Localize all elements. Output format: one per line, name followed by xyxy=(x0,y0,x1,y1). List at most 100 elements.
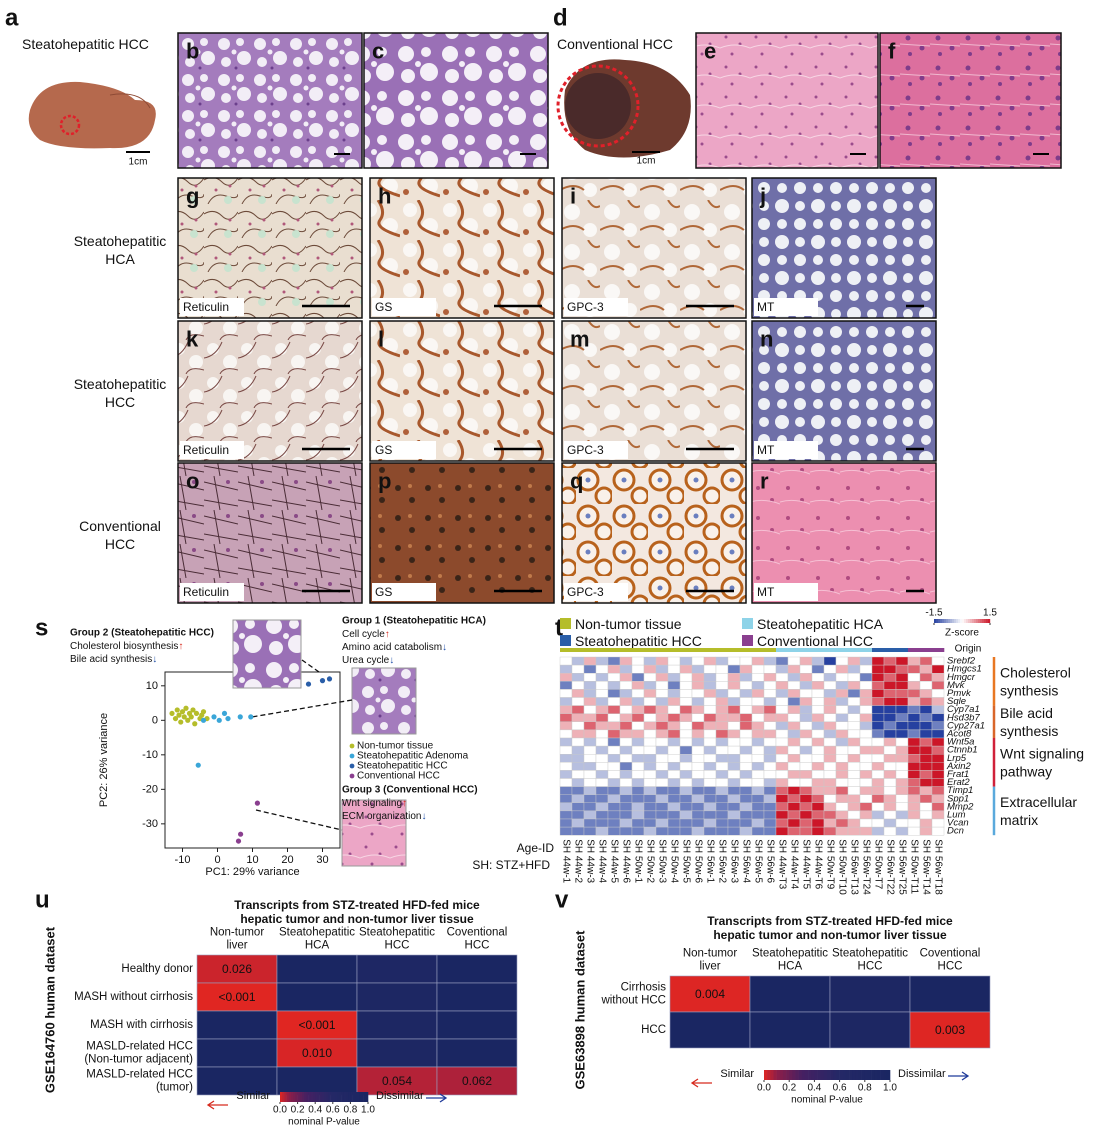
heatmap-cell xyxy=(619,754,633,763)
gene-label: Wnt5a xyxy=(947,737,974,748)
scatter-point xyxy=(254,800,260,806)
heatmap-cell xyxy=(823,689,837,698)
colorbar-segment xyxy=(321,1092,325,1102)
heatmap-cell xyxy=(559,737,573,747)
heatmap-cell xyxy=(931,664,945,674)
heatmap-cell xyxy=(895,818,909,828)
row-label: HCC xyxy=(105,536,135,552)
heatmap-cell xyxy=(751,697,765,706)
colorbar-segment xyxy=(348,1092,351,1102)
stain-label-bg xyxy=(180,583,244,601)
stain-label-bg xyxy=(564,298,628,316)
heatmap-cell xyxy=(751,810,765,820)
heatmap-cell xyxy=(787,754,801,763)
colorbar-segment xyxy=(814,1070,818,1080)
heatmap-cell xyxy=(739,681,753,690)
origin-bar xyxy=(608,648,621,652)
heatmap-cell xyxy=(607,664,621,674)
heatmap-cell xyxy=(835,656,849,666)
panel-letter: t xyxy=(555,615,563,642)
heatmap-cell xyxy=(715,689,729,698)
heatmap-cell xyxy=(715,721,729,731)
panel-letter: d xyxy=(553,5,568,32)
stain-label: GS xyxy=(375,443,392,457)
heatmap-cell xyxy=(763,762,777,771)
pathway-label: synthesis xyxy=(1000,723,1058,739)
heatmap-cell xyxy=(276,1038,358,1068)
sample-label: SH 56w-T25 xyxy=(897,839,908,895)
heatmap-cell xyxy=(727,681,741,690)
origin-bar xyxy=(908,648,921,652)
heatmap-cell xyxy=(895,681,909,690)
heatmap-cell xyxy=(196,1038,278,1068)
heatmap-cell xyxy=(595,729,609,739)
heatmap-cell xyxy=(919,721,933,731)
heatmap-cell xyxy=(595,794,609,804)
colorbar-segment xyxy=(319,1092,323,1102)
heatmap-cell xyxy=(919,826,933,836)
heatmap-cell xyxy=(715,705,729,714)
heatmap-cell xyxy=(643,729,657,739)
heatmap-cell xyxy=(703,778,717,787)
origin-bar xyxy=(764,648,777,652)
heatmap-cell xyxy=(871,713,885,723)
heatmap-cell xyxy=(559,802,573,812)
row-label: HCC xyxy=(105,394,135,410)
colorbar-segment xyxy=(858,1070,862,1080)
column-header: HCC xyxy=(465,940,490,952)
panel-letter: m xyxy=(570,327,590,352)
heatmap-cell xyxy=(727,770,741,779)
heatmap-cell xyxy=(583,794,597,804)
heatmap-cell xyxy=(751,786,765,795)
colorbar-segment xyxy=(988,619,991,623)
column-header: Non-tumor xyxy=(683,948,737,960)
legend-label: Steatohepatitic HCC xyxy=(575,633,702,649)
thumbnail-image xyxy=(341,799,407,867)
heatmap-cell xyxy=(739,737,753,747)
heatmap-cell xyxy=(619,770,633,779)
histology-image xyxy=(695,32,879,169)
heatmap-cell xyxy=(595,721,609,731)
colorbar-segment xyxy=(315,1092,318,1102)
histology-image xyxy=(561,320,747,462)
heatmap-cell xyxy=(691,770,705,779)
heatmap-cell xyxy=(667,818,681,828)
pathway-label: pathway xyxy=(1000,763,1052,779)
colorbar-segment xyxy=(767,1070,771,1080)
origin-bar xyxy=(812,648,825,652)
heatmap-cell xyxy=(847,754,861,763)
heatmap-cell xyxy=(619,713,633,723)
heatmap-cell xyxy=(667,778,681,787)
panel-letter: r xyxy=(760,469,769,494)
column-header: Steatohepatitic xyxy=(279,927,355,939)
heatmap-cell xyxy=(847,673,861,682)
heatmap-cell xyxy=(607,778,621,787)
heatmap-cell xyxy=(847,786,861,795)
heatmap-cell xyxy=(643,737,657,747)
heatmap-cell xyxy=(895,689,909,698)
heatmap-cell xyxy=(919,818,933,828)
heatmap-cell xyxy=(763,729,777,739)
heatmap-cell xyxy=(871,729,885,739)
x-tick-label: 30 xyxy=(316,854,328,866)
heatmap-cell xyxy=(691,754,705,763)
colorbar-segment xyxy=(317,1092,320,1102)
colorbar-tick-label: 0.2 xyxy=(782,1083,796,1094)
row-label: without HCC xyxy=(600,995,666,1007)
origin-bar xyxy=(836,648,849,652)
heatmap-cell xyxy=(715,664,729,674)
pathway-label: Cholesterol xyxy=(1000,664,1071,680)
heatmap-cell xyxy=(595,786,609,795)
histology-image xyxy=(369,462,555,604)
heatmap-cell xyxy=(667,810,681,820)
heatmap-cell xyxy=(907,826,921,836)
heatmap-cell xyxy=(655,689,669,698)
heatmap-cell xyxy=(595,778,609,787)
heatmap-cell xyxy=(823,681,837,690)
heatmap-cell xyxy=(775,826,789,836)
colorbar-segment xyxy=(343,1092,347,1102)
heatmap-cell xyxy=(571,721,585,731)
heatmap-cell xyxy=(931,721,945,731)
item-text: Amino acid catabolism xyxy=(342,642,442,653)
heatmap-cell xyxy=(583,778,597,787)
